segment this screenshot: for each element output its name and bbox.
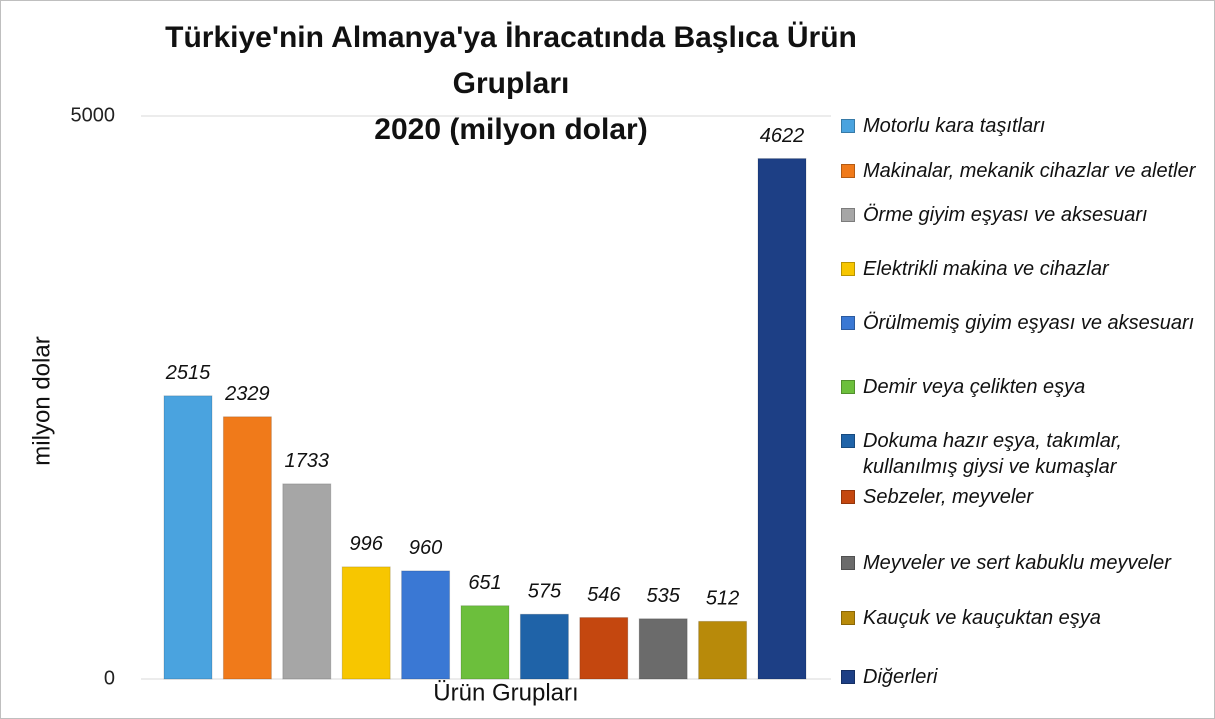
legend-item: Makinalar, mekanik cihazlar ve aletler: [841, 158, 1206, 184]
legend-label: Dokuma hazır eşya, takımlar, kullanılmış…: [863, 430, 1122, 478]
bar: [698, 620, 748, 680]
data-label: 2329: [224, 383, 270, 405]
bar: [638, 618, 688, 680]
legend-swatch: [841, 208, 855, 222]
legend-swatch: [841, 262, 855, 276]
legend-swatch: [841, 434, 855, 448]
y-tick-label: 0: [104, 667, 115, 689]
bar: [341, 566, 391, 680]
data-label: 546: [587, 584, 621, 606]
legend-label: Örme giyim eşyası ve aksesuarı: [863, 204, 1148, 226]
legend-label: Makinalar, mekanik cihazlar ve aletler: [863, 160, 1196, 182]
bar: [460, 605, 510, 680]
bar: [579, 617, 629, 680]
legend-label: Elektrikli makina ve cihazlar: [863, 258, 1109, 280]
legend-item: Demir veya çelikten eşya: [841, 374, 1206, 400]
y-axis-label: milyon dolar: [28, 336, 55, 465]
data-label: 4622: [760, 125, 805, 147]
legend-swatch: [841, 119, 855, 133]
data-label: 535: [647, 585, 681, 607]
legend-swatch: [841, 611, 855, 625]
data-label: 996: [350, 533, 384, 555]
legend-label: Motorlu kara taşıtları: [863, 115, 1046, 137]
legend-swatch: [841, 490, 855, 504]
legend-swatch: [841, 556, 855, 570]
chart-title: Türkiye'nin Almanya'ya İhracatında Başlı…: [165, 21, 857, 146]
data-label: 512: [706, 588, 739, 610]
legend-label: Kauçuk ve kauçuktan eşya: [863, 607, 1101, 629]
legend-label: Sebzeler, meyveler: [863, 486, 1034, 508]
legend-swatch: [841, 670, 855, 684]
legend-item: Dokuma hazır eşya, takımlar, kullanılmış…: [841, 428, 1206, 480]
legend-swatch: [841, 164, 855, 178]
legend-label: Demir veya çelikten eşya: [863, 376, 1086, 398]
data-label: 1733: [285, 450, 330, 472]
legend-item: Sebzeler, meyveler: [841, 484, 1206, 510]
legend-label: Diğerleri: [863, 666, 938, 688]
data-label: 575: [528, 581, 562, 603]
bar: [282, 483, 332, 680]
bar: [401, 570, 451, 680]
x-axis-label: Ürün Grupları: [433, 679, 578, 706]
bar: [222, 416, 272, 680]
bar: [519, 613, 569, 680]
y-tick-label: 5000: [71, 104, 116, 126]
legend-item: Diğerleri: [841, 664, 1206, 690]
legend-item: Örülmemiş giyim eşyası ve aksesuarı: [841, 310, 1206, 336]
legend-swatch: [841, 316, 855, 330]
data-label: 651: [468, 572, 501, 594]
bar: [163, 395, 213, 680]
data-label: 2515: [165, 362, 211, 384]
legend-item: Elektrikli makina ve cihazlar: [841, 256, 1206, 282]
legend-label: Örülmemiş giyim eşyası ve aksesuarı: [863, 312, 1195, 334]
legend-item: Örme giyim eşyası ve aksesuarı: [841, 202, 1206, 228]
data-label: 960: [409, 537, 442, 559]
legend-item: Kauçuk ve kauçuktan eşya: [841, 605, 1206, 631]
legend-item: Motorlu kara taşıtları: [841, 113, 1206, 139]
legend-swatch: [841, 380, 855, 394]
legend-label: Meyveler ve sert kabuklu meyveler: [863, 552, 1171, 574]
legend-item: Meyveler ve sert kabuklu meyveler: [841, 550, 1206, 576]
bar: [757, 158, 807, 680]
